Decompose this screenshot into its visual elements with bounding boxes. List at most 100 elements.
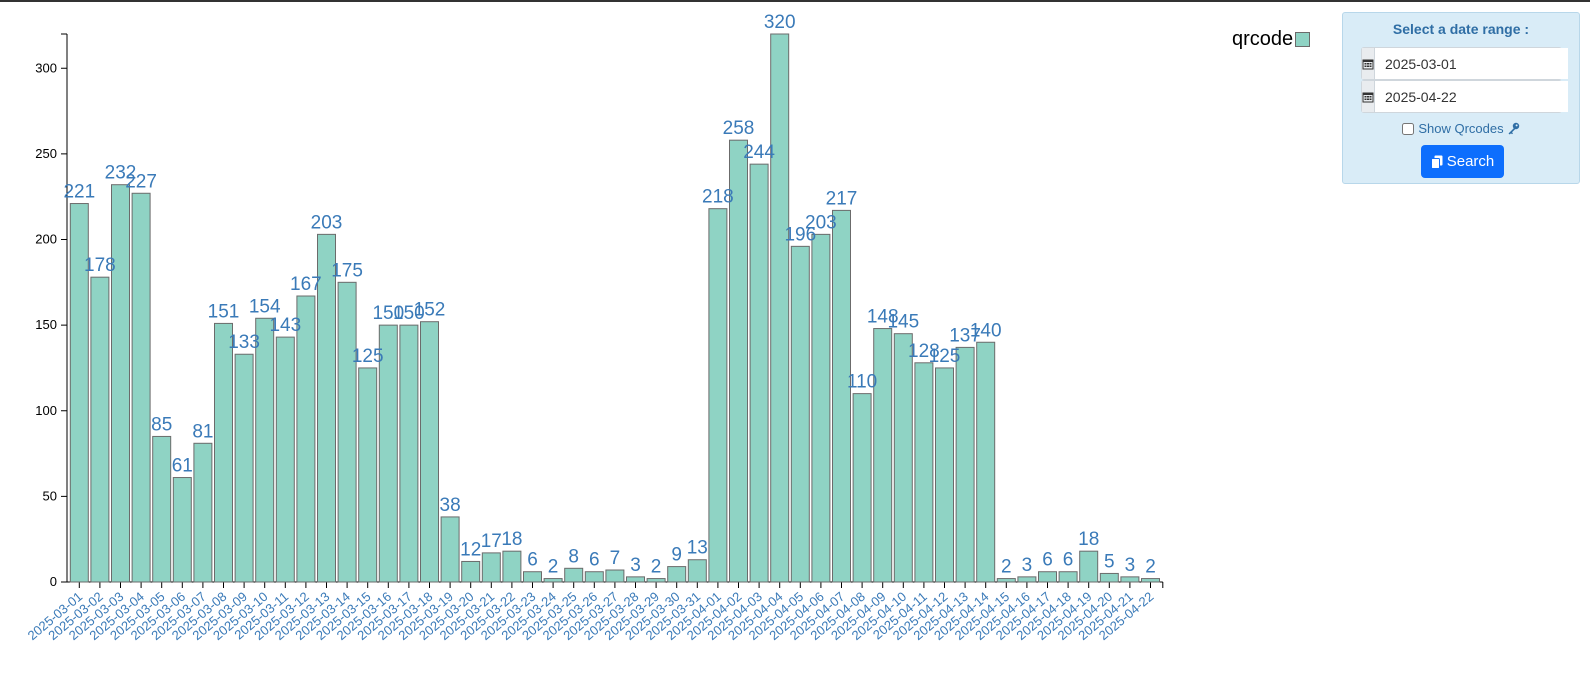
data-label: 61 (172, 456, 193, 477)
bar (790, 245, 810, 583)
search-button-label: Search (1446, 153, 1495, 170)
end-date-input[interactable] (1375, 81, 1568, 112)
bar (523, 571, 542, 583)
bar (832, 209, 851, 583)
bars (69, 33, 1160, 583)
calendar-icon (1362, 92, 1374, 102)
show-qrcodes-label: Show Qrcodes (1418, 121, 1504, 136)
bar (193, 442, 213, 583)
bar (667, 566, 687, 583)
data-label: 2 (548, 557, 559, 578)
bar (481, 552, 501, 583)
end-date-addon[interactable] (1362, 81, 1375, 112)
bar (605, 569, 625, 583)
bar (1058, 571, 1078, 583)
y-tick-label: 150 (35, 317, 57, 332)
data-label: 203 (311, 212, 343, 233)
bar (687, 559, 707, 583)
bar (1099, 572, 1119, 583)
bar (214, 322, 233, 583)
key-icon (1508, 122, 1519, 135)
bar (378, 324, 398, 583)
bar (914, 362, 934, 583)
bar (893, 333, 913, 583)
y-tick-label: 300 (35, 60, 57, 75)
show-qrcodes-row[interactable]: Show Qrcodes (1343, 121, 1579, 136)
data-label: 133 (228, 332, 260, 353)
x-axis: 2025-03-012025-03-022025-03-032025-03-04… (25, 581, 1164, 643)
data-label: 17 (481, 531, 502, 552)
data-label: 2 (1145, 557, 1156, 578)
data-label: 217 (826, 188, 858, 209)
bar-chart: 0 50 100 150 200 250 300 2025-03-012025-03-022… (25, 12, 1164, 643)
data-label: 154 (249, 296, 281, 317)
data-label: 244 (743, 142, 775, 163)
data-label: 8 (568, 546, 579, 567)
data-label: 6 (527, 550, 538, 571)
legend-swatch (1295, 32, 1311, 47)
data-label: 18 (1078, 529, 1099, 550)
y-tick-label: 200 (35, 232, 57, 247)
start-date-addon[interactable] (1362, 48, 1375, 79)
bar (420, 321, 439, 583)
y-tick-label: 0 (50, 574, 57, 589)
show-qrcodes-checkbox[interactable] (1402, 122, 1415, 135)
bar (1079, 550, 1099, 583)
data-label: 12 (460, 539, 481, 560)
bar (770, 33, 790, 583)
data-label: 148 (867, 307, 899, 328)
bar (955, 346, 975, 583)
data-label: 6 (589, 550, 600, 571)
data-label: 152 (414, 300, 446, 321)
data-label: 5 (1104, 551, 1115, 572)
data-label: 7 (610, 548, 621, 569)
data-label: 3 (1022, 555, 1033, 576)
data-labels: 2211782322278561811511331541431672031751… (63, 12, 1155, 578)
data-label: 9 (671, 545, 682, 566)
legend-label: qrcode (1232, 28, 1294, 50)
data-label: 227 (125, 171, 157, 192)
data-label: 2 (651, 557, 662, 578)
data-label: 150 (372, 303, 404, 324)
bar (626, 576, 645, 583)
data-label: 137 (949, 325, 981, 346)
data-label: 128 (908, 341, 940, 362)
data-label: 178 (84, 255, 116, 276)
bar (358, 367, 378, 583)
bar (1038, 571, 1057, 583)
data-label: 140 (970, 320, 1002, 341)
data-label: 81 (192, 421, 213, 442)
bar (317, 233, 336, 583)
bar (1141, 578, 1160, 583)
legend: qrcode (1232, 28, 1311, 51)
bar (976, 341, 996, 583)
data-label: 18 (501, 529, 522, 550)
y-tick-label: 100 (35, 403, 57, 418)
start-date-group (1361, 47, 1568, 80)
data-label: 125 (352, 346, 384, 367)
bar (131, 192, 151, 583)
bar (69, 203, 89, 583)
data-label: 221 (63, 182, 95, 203)
panel-title: Select a date range : (1392, 21, 1530, 37)
bar (646, 578, 666, 583)
bar (584, 571, 604, 583)
copy-icon (1430, 155, 1443, 169)
search-button[interactable]: Search (1421, 145, 1504, 178)
end-date-group (1361, 80, 1568, 113)
date-range-panel: Select a date range : (1342, 12, 1580, 184)
bar (255, 317, 275, 583)
bar (564, 567, 584, 583)
data-label: 143 (269, 315, 301, 336)
data-label: 13 (687, 538, 708, 559)
bar (234, 353, 254, 583)
bar (749, 163, 769, 583)
data-label: 232 (105, 163, 137, 184)
bar (111, 184, 130, 583)
bar (811, 233, 831, 583)
y-tick-label: 50 (43, 488, 57, 503)
start-date-input[interactable] (1375, 48, 1568, 79)
data-label: 38 (440, 495, 461, 516)
data-label: 320 (764, 12, 796, 33)
data-label: 2 (1001, 557, 1012, 578)
